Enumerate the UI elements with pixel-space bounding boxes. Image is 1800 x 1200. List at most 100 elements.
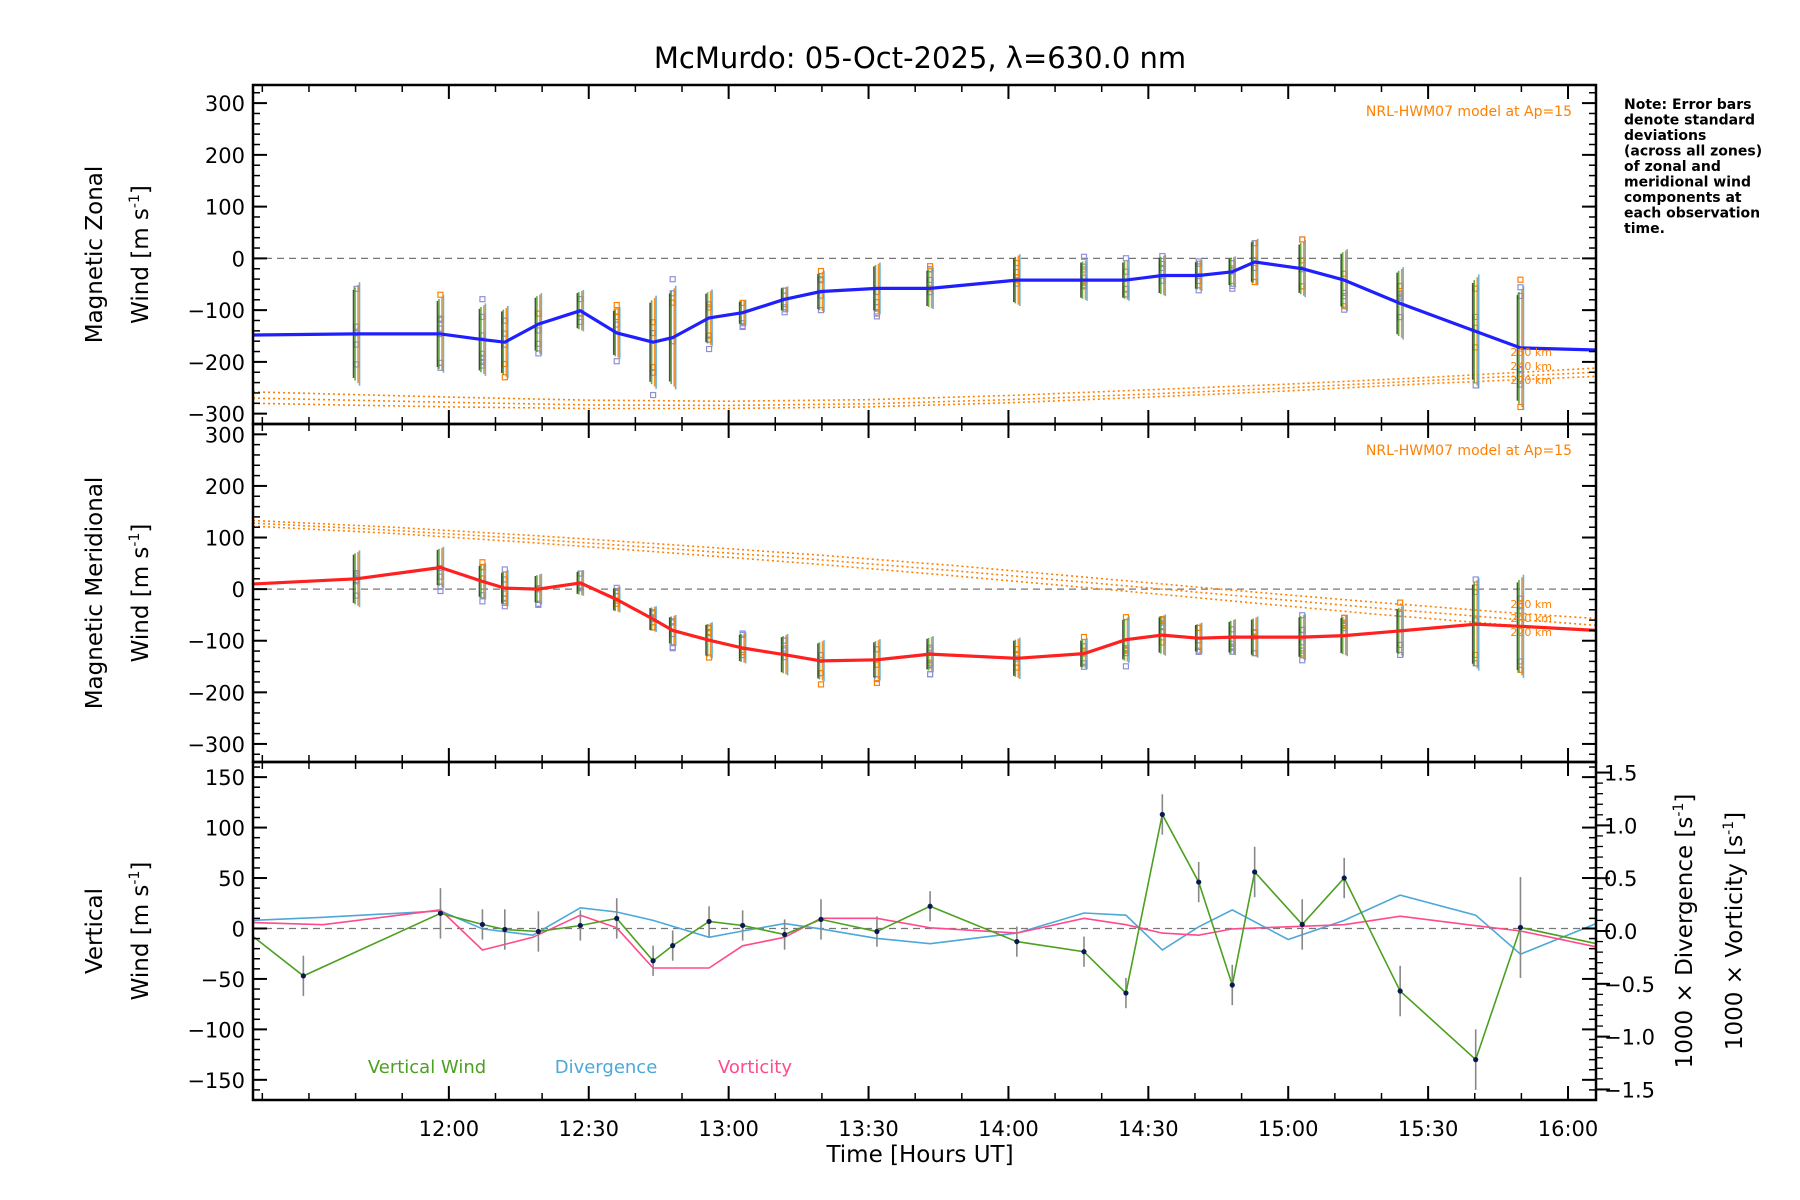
plot-area <box>253 519 1596 688</box>
right-y-tick-label: −1.0 <box>1604 1026 1655 1050</box>
altitude-label: 220 km <box>1510 374 1552 387</box>
plot-area <box>253 794 1596 1090</box>
x-tick-label: 13:30 <box>838 1117 899 1141</box>
vertical-wind-point <box>1517 924 1524 931</box>
altitude-label: 260 km <box>1510 598 1552 611</box>
y-axis-title-line1: Vertical <box>82 888 108 974</box>
x-tick-label: 14:00 <box>978 1117 1039 1141</box>
x-tick-label: 15:00 <box>1258 1117 1319 1141</box>
right-axis-title-vorticity-text: 1000 × Vorticity [s <box>1722 835 1748 1050</box>
note-line: time. <box>1624 221 1665 237</box>
y-tick-label: 0 <box>232 917 245 941</box>
vertical-wind-point <box>1252 869 1258 875</box>
vertical-wind-point <box>1397 988 1403 994</box>
right-axis-title-divergence-text: 1000 × Divergence [s <box>1672 817 1698 1069</box>
divergence-line <box>253 894 1596 956</box>
vertical-wind-point <box>437 910 444 916</box>
vertical-wind-point <box>1081 949 1087 955</box>
zone-sample <box>501 566 508 573</box>
zone-sample <box>669 276 676 283</box>
note-line: meridional wind <box>1624 175 1751 191</box>
note-line: (across all zones) <box>1624 144 1762 160</box>
zone-sample <box>669 644 676 651</box>
vertical-wind-point <box>1299 921 1305 928</box>
model-note: NRL-HWM07 model at Ap=15 <box>1366 104 1572 120</box>
y-tick-label: 200 <box>205 475 245 499</box>
y-axis-title-line1: Magnetic Meridional <box>82 477 108 710</box>
zone-sample <box>873 313 881 320</box>
y-axis-title-line2: Wind [m s-1] <box>127 524 154 663</box>
note-line: of zonal and <box>1624 159 1721 175</box>
y-axis-title-units: Wind [m s <box>128 885 154 1001</box>
vertical-wind-point <box>502 926 508 933</box>
model-curve <box>253 522 1596 627</box>
x-tick-label: 12:00 <box>419 1117 480 1141</box>
zone-sample <box>479 598 486 605</box>
y-axis-title-superscript: -1 <box>127 533 143 547</box>
plot-frame <box>251 760 1598 1102</box>
model-curve <box>253 375 1596 410</box>
vertical-wind-point <box>927 903 933 909</box>
vertical-wind-point <box>1473 1057 1479 1063</box>
y-axis-title-line2: Wind [m s-1] <box>127 185 154 324</box>
x-tick-label: 14:30 <box>1118 1117 1179 1141</box>
note-line: components at <box>1624 190 1742 206</box>
model-curve <box>253 519 1596 620</box>
y-axis-title-line2: Wind [m s-1] <box>127 862 154 1001</box>
y-tick-label: −300 <box>187 403 245 427</box>
y-tick-label: 0 <box>232 578 245 602</box>
y-tick-label: 0 <box>232 247 245 271</box>
zone-sample <box>501 603 508 610</box>
y-tick-label: 200 <box>205 144 245 168</box>
zone-sample <box>1397 599 1404 606</box>
vertical-wind-point <box>1014 938 1020 945</box>
x-axis-title: Time [Hours UT] <box>825 1142 1013 1168</box>
y-tick-label: −100 <box>187 299 245 323</box>
y-tick-label: 300 <box>205 92 245 116</box>
x-tick-label: 15:30 <box>1398 1117 1459 1141</box>
vorticity-line <box>253 909 1596 969</box>
x-tick-label: 16:00 <box>1538 1117 1599 1141</box>
vertical-wind-point <box>1159 811 1165 818</box>
y-tick-label: 100 <box>205 527 245 551</box>
model-curve <box>253 525 1596 633</box>
vertical-wind-point <box>670 943 676 949</box>
vertical-wind-point <box>300 973 306 979</box>
zone-sample <box>1122 663 1130 670</box>
legend-entry: Vertical Wind <box>368 1057 486 1078</box>
vertical-wind-point <box>1196 879 1202 885</box>
zone-sample <box>873 679 881 687</box>
zonal-wind-line <box>253 260 1596 352</box>
x-axis: 12:00 12:30 13:00 13:30 14:00 14:30 15:00 15:30… <box>419 1117 1599 1141</box>
y-axis-title-bracket: ] <box>128 862 154 871</box>
zone-sample <box>705 345 713 353</box>
vertical-wind-point <box>1123 990 1129 996</box>
vertical-wind-point <box>1229 982 1235 988</box>
note-line: deviations <box>1624 128 1706 144</box>
y-tick-label: 100 <box>205 196 245 220</box>
x-tick-label: 13:00 <box>698 1117 759 1141</box>
zone-sample <box>817 681 825 688</box>
zone-sample <box>479 296 486 303</box>
x-tick-label: 12:30 <box>558 1117 619 1141</box>
right-axis-title-divergence: 1000 × Divergence [s-1] <box>1671 794 1698 1069</box>
vertical-wind-point <box>782 931 788 938</box>
zone-sample <box>1122 255 1130 262</box>
legend-entry: Divergence <box>555 1057 658 1078</box>
zone-sample <box>1517 276 1524 283</box>
zone-sample <box>926 263 934 270</box>
y-axis-title-units: Wind [m s <box>128 208 154 324</box>
vertical-panel: −150−100−50050100150−1.5−1.0−0.50.00.51.… <box>82 760 1748 1102</box>
zone-sample <box>926 671 934 678</box>
right-axis-title-divergence-superscript: -1 <box>1671 803 1687 817</box>
zone-sample <box>650 391 657 399</box>
y-tick-label: 100 <box>205 817 245 841</box>
plot-frame <box>251 83 1598 426</box>
zone-sample <box>1080 633 1088 641</box>
model-curve <box>253 371 1596 407</box>
zone-sample <box>437 291 444 298</box>
altitude-label: 260 km <box>1510 346 1552 359</box>
right-y-tick-label: −1.5 <box>1604 1078 1655 1102</box>
vertical-wind-point <box>535 928 541 935</box>
